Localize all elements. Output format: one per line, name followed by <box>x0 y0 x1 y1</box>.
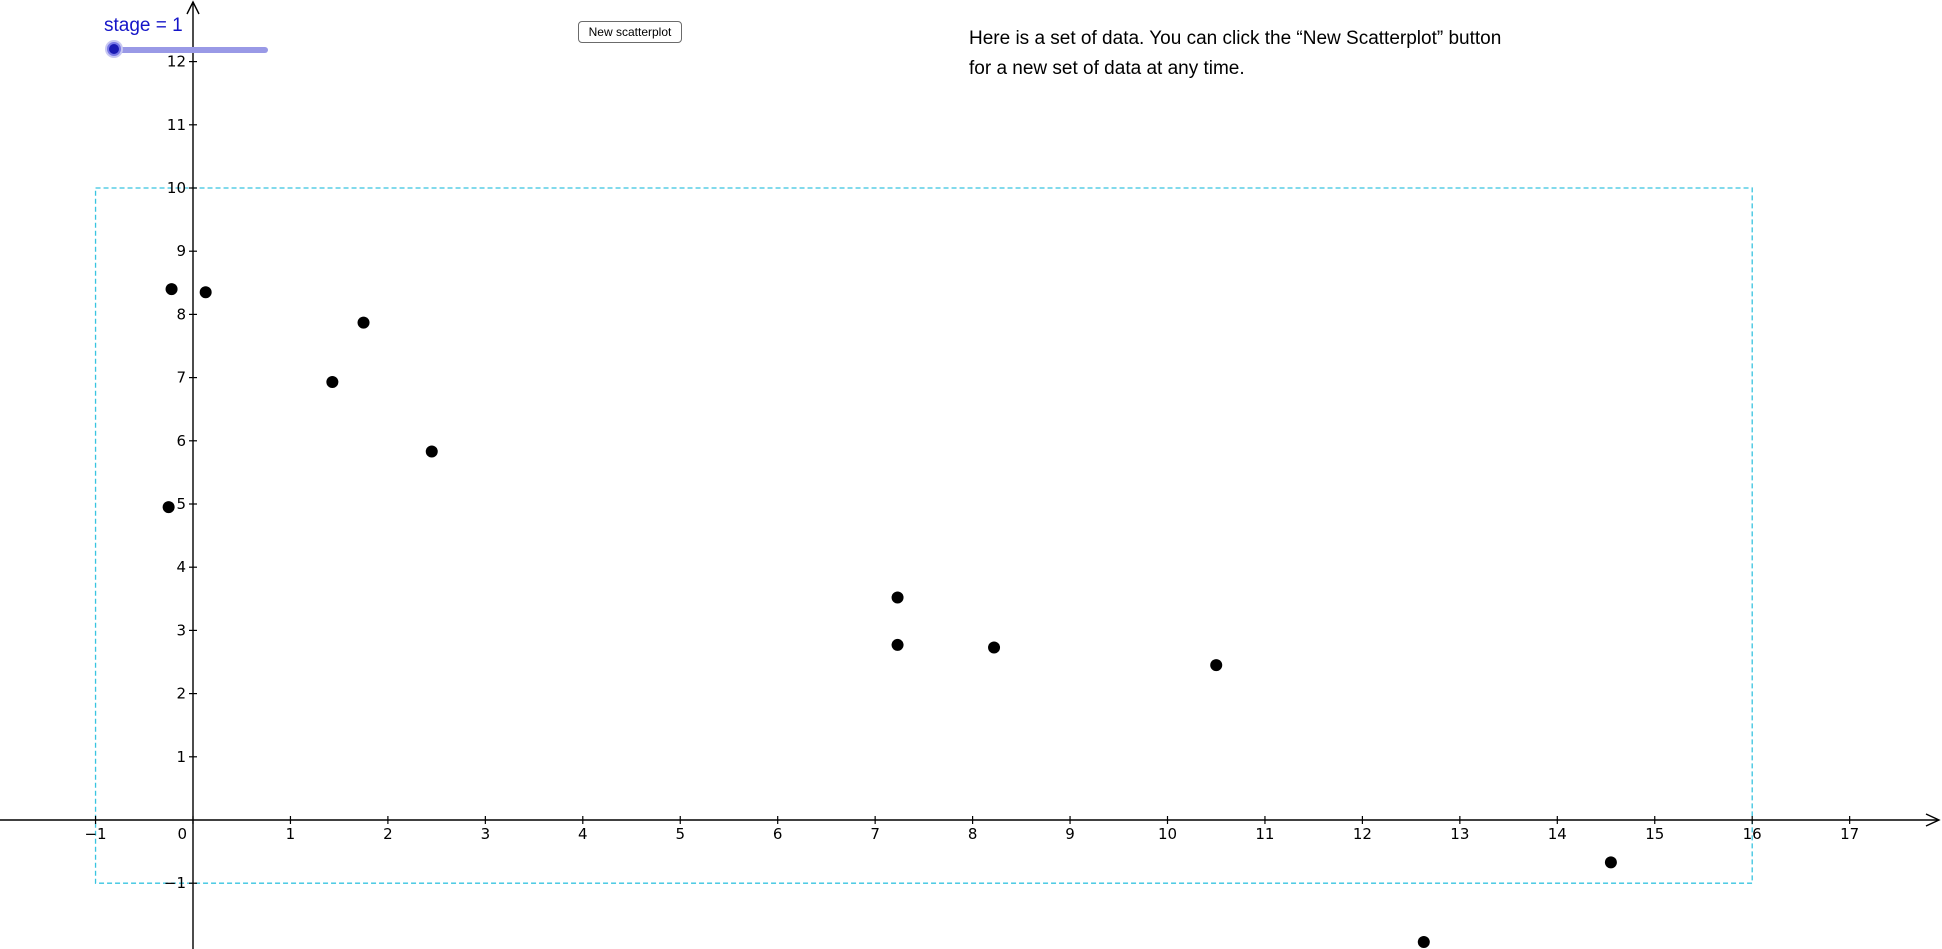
y-tick-label: 4 <box>176 558 186 576</box>
new-scatterplot-button[interactable]: New scatterplot <box>578 21 682 43</box>
data-point <box>891 638 904 651</box>
data-point <box>326 376 339 389</box>
data-point <box>891 591 904 604</box>
bounding-region-layer <box>94 187 1753 884</box>
tick-marks <box>94 60 1851 884</box>
data-point <box>165 283 178 296</box>
instructions-line-2: for a new set of data at any time. <box>969 58 1245 79</box>
x-tick-label: 7 <box>870 825 880 843</box>
data-point <box>425 445 438 458</box>
x-tick-label: 10 <box>1158 825 1177 843</box>
x-tick-label: 3 <box>481 825 491 843</box>
y-tick-label: 2 <box>176 685 186 703</box>
x-tick-label: 4 <box>578 825 588 843</box>
data-points <box>162 283 1617 948</box>
x-tick-label: 14 <box>1548 825 1567 843</box>
x-tick-label: 15 <box>1645 825 1664 843</box>
data-point <box>357 316 370 329</box>
x-tick-label: 6 <box>773 825 783 843</box>
x-tick-label: 16 <box>1743 825 1762 843</box>
y-tick-label: 1 <box>176 748 186 766</box>
y-tick-label: 10 <box>167 179 186 197</box>
data-point <box>988 641 1001 654</box>
x-tick-label: 12 <box>1353 825 1372 843</box>
stage-slider-track[interactable] <box>112 47 268 53</box>
x-tick-label: 0 <box>177 825 187 843</box>
data-point <box>1210 659 1223 672</box>
data-point <box>1417 935 1430 948</box>
y-tick-label: 12 <box>167 53 186 71</box>
y-tick-label: 6 <box>176 432 186 450</box>
x-tick-label: 5 <box>675 825 685 843</box>
y-axis-arrow <box>186 0 200 15</box>
instructions-line-1: Here is a set of data. You can click the… <box>969 28 1502 49</box>
bounding-region <box>94 187 1753 884</box>
x-tick-label: 8 <box>968 825 978 843</box>
y-tick-label: 3 <box>176 621 186 639</box>
x-tick-label: 2 <box>383 825 393 843</box>
data-point <box>162 501 175 514</box>
tick-labels: −1 0 1 2 3 4 5 6 7 8 9 10 11 12 13 14 15 16 17−11234567891… <box>84 53 1859 893</box>
stage-slider-label: stage = 1 <box>104 15 183 36</box>
data-point <box>199 286 212 299</box>
data-point <box>1604 856 1617 869</box>
x-tick-label: 17 <box>1840 825 1859 843</box>
y-tick-label: 9 <box>176 242 186 260</box>
y-tick-label: 11 <box>167 116 186 134</box>
stage-slider-handle[interactable] <box>107 42 121 56</box>
y-tick-label: 5 <box>176 495 186 513</box>
x-tick-label: 11 <box>1255 825 1274 843</box>
x-tick-label: −1 <box>84 825 106 843</box>
instructions-text: Here is a set of data. You can click the… <box>969 24 1569 84</box>
x-tick-label: 9 <box>1065 825 1075 843</box>
y-tick-label: −1 <box>164 874 186 892</box>
y-tick-label: 7 <box>176 369 186 387</box>
x-axis-arrow <box>1925 813 1941 827</box>
x-tick-label: 1 <box>286 825 296 843</box>
y-tick-label: 8 <box>176 305 186 323</box>
x-tick-label: 13 <box>1450 825 1469 843</box>
